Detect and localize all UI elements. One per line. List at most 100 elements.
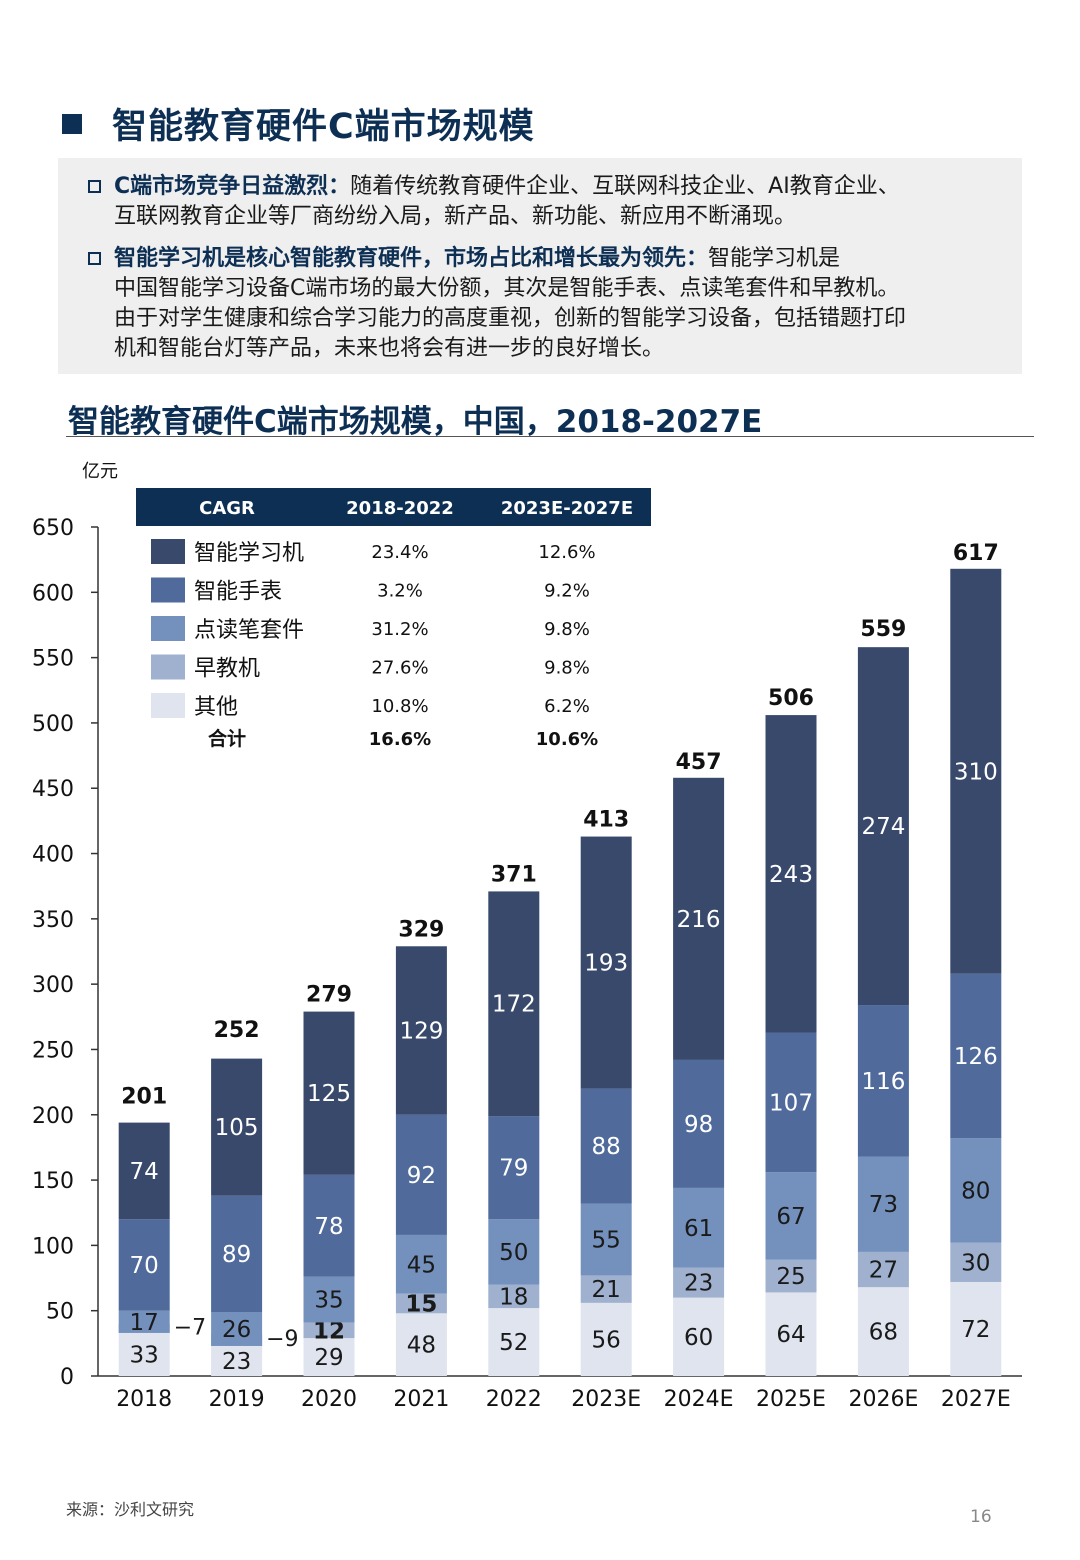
bar-segment	[303, 1174, 355, 1277]
bar-segment	[765, 1259, 817, 1293]
y-tick-label: 550	[32, 647, 74, 672]
data-label: 50	[499, 1240, 528, 1266]
legend-label: 智能学习机	[194, 541, 304, 566]
total-label: 329	[398, 917, 444, 942]
data-label: 193	[584, 951, 628, 977]
y-tick-label: 250	[32, 1038, 74, 1063]
bar-segment	[580, 836, 632, 1089]
section-title: 智能教育硬件C端市场规模	[112, 107, 535, 147]
y-tick-label: 0	[60, 1365, 74, 1390]
bar-segment	[580, 1302, 632, 1376]
cagr-value: 9.2%	[544, 581, 590, 602]
bar-segment	[118, 1310, 170, 1333]
data-label: 126	[954, 1044, 998, 1070]
bar-segment	[303, 1322, 355, 1339]
section-heading: 智能教育硬件C端市场规模	[62, 98, 535, 149]
legend-swatch	[151, 539, 185, 564]
cagr-value: 6.2%	[544, 696, 590, 717]
bar-segment	[395, 1293, 447, 1314]
cagr-total-value: 10.6%	[536, 729, 598, 750]
bar-segment	[303, 1011, 355, 1175]
data-label: 310	[954, 759, 998, 785]
bar-segment	[857, 1287, 909, 1376]
bar-segment	[857, 1156, 909, 1252]
data-label: 30	[961, 1250, 990, 1276]
title-divider	[66, 436, 1034, 437]
legend-swatch	[151, 654, 185, 680]
bar-segment	[118, 1122, 170, 1220]
bar-segment	[765, 1032, 817, 1173]
bar-segment	[303, 1338, 355, 1376]
data-label: 98	[684, 1112, 713, 1138]
cagr-value: 12.6%	[538, 542, 595, 563]
legend-swatch	[151, 577, 185, 603]
data-label: 60	[684, 1325, 713, 1351]
y-tick-label: 400	[32, 843, 74, 868]
data-label: 48	[407, 1333, 436, 1359]
x-tick-label: 2027E	[941, 1387, 1011, 1412]
bullet-text: 智能学习机是	[708, 246, 841, 271]
y-tick-label: 600	[32, 581, 74, 606]
checkbox-bullet-icon	[88, 252, 101, 265]
bar-segment	[580, 1203, 632, 1276]
cagr-total-label: 合计	[208, 727, 246, 750]
bar-segment	[118, 1332, 170, 1376]
bar-segment	[950, 1138, 1002, 1243]
checkbox-bullet-icon	[88, 180, 101, 193]
data-label: 17	[130, 1310, 159, 1336]
y-tick-label: 650	[32, 516, 74, 541]
bullet-text: 随着传统教育硬件企业、互联网科技企业、AI教育企业、	[350, 174, 900, 199]
legend-label: 点读笔套件	[194, 618, 304, 643]
summary-box: C端市场竞争日益激烈：随着传统教育硬件企业、互联网科技企业、AI教育企业、 互联…	[58, 158, 1022, 374]
total-label: 413	[583, 808, 629, 833]
y-tick-label: 500	[32, 712, 74, 737]
legend-label: 智能手表	[194, 580, 282, 605]
data-label: 216	[677, 907, 721, 933]
bar-segment	[395, 946, 447, 1115]
source-note: 来源：沙利文研究	[66, 1500, 195, 1519]
heading-square-icon	[62, 113, 82, 134]
data-label: 116	[861, 1069, 905, 1095]
x-tick-label: 2026E	[848, 1387, 918, 1412]
total-label: 201	[121, 1084, 167, 1109]
data-label: 73	[869, 1192, 898, 1218]
y-tick-label: 100	[32, 1234, 74, 1259]
bar-segment	[950, 568, 1002, 974]
data-label: 125	[307, 1081, 351, 1107]
bullet-text: 由于对学生健康和综合学习能力的高度重视，创新的智能学习设备，包括错题打印	[114, 306, 907, 331]
total-label: 457	[676, 750, 722, 775]
data-label: 18	[499, 1284, 528, 1310]
cagr-value: 9.8%	[544, 619, 590, 640]
bullet-highlight: C端市场竞争日益激烈：	[114, 174, 351, 199]
y-tick-label: 200	[32, 1104, 74, 1129]
data-label: 70	[130, 1253, 159, 1279]
bar-segment	[580, 1088, 632, 1204]
x-tick-label: 2021	[393, 1387, 449, 1412]
bar-segment	[211, 1195, 263, 1312]
data-label: 52	[499, 1330, 528, 1356]
bar-segment	[950, 1281, 1002, 1376]
cagr-value: 3.2%	[377, 581, 423, 602]
cagr-value: 10.8%	[371, 696, 428, 717]
x-tick-label: 2019	[209, 1387, 265, 1412]
data-label: 35	[314, 1288, 343, 1314]
bar-segment	[488, 1219, 540, 1285]
bar-segment	[211, 1345, 263, 1376]
data-label: 12	[313, 1318, 345, 1344]
x-tick-label: 2025E	[756, 1387, 826, 1412]
data-label: 29	[314, 1345, 343, 1371]
cagr-header-cell: 2018-2022	[346, 498, 454, 519]
data-label: 274	[861, 814, 905, 840]
y-tick-label: 450	[32, 777, 74, 802]
data-label: 55	[592, 1228, 621, 1254]
bar-segment	[395, 1313, 447, 1376]
bar-segment	[673, 1267, 725, 1298]
cagr-value: 27.6%	[371, 658, 428, 679]
y-tick-label: 50	[46, 1300, 74, 1325]
bar-segment	[673, 777, 725, 1060]
x-tick-label: 2020	[301, 1387, 357, 1412]
bar-segment	[488, 1284, 540, 1309]
data-label: 92	[407, 1163, 436, 1189]
legend-label: 早教机	[194, 657, 260, 682]
